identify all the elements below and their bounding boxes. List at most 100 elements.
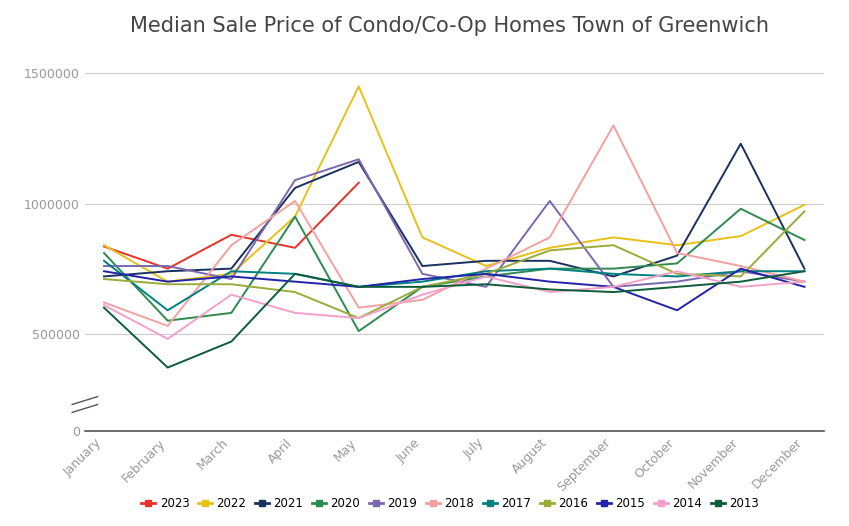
2018 — [290, 198, 300, 204]
2022 — [672, 242, 682, 248]
2021 — [799, 266, 809, 272]
Line: 2023: 2023 — [104, 183, 358, 269]
2021 — [672, 252, 682, 259]
2015 — [481, 271, 491, 277]
2015 — [672, 307, 682, 313]
2014 — [799, 278, 809, 285]
2018 — [735, 263, 745, 269]
2021 — [545, 258, 555, 264]
2019 — [481, 284, 491, 290]
2019 — [226, 276, 236, 282]
2022 — [353, 83, 363, 89]
Line: 2015: 2015 — [104, 269, 804, 310]
2020 — [353, 328, 363, 334]
2016 — [353, 315, 363, 321]
2013 — [226, 338, 236, 345]
2017 — [353, 284, 363, 290]
2015 — [735, 266, 745, 272]
2019 — [290, 177, 300, 183]
2018 — [226, 242, 236, 248]
Line: 2014: 2014 — [104, 271, 804, 339]
2015 — [290, 278, 300, 285]
2021 — [226, 266, 236, 272]
2016 — [290, 289, 300, 295]
2017 — [799, 268, 809, 275]
2020 — [545, 266, 555, 272]
2014 — [98, 302, 109, 308]
2013 — [353, 284, 363, 290]
2017 — [608, 271, 618, 277]
2017 — [481, 268, 491, 275]
2022 — [545, 245, 555, 251]
2023 — [353, 179, 363, 186]
2019 — [735, 268, 745, 275]
2014 — [417, 291, 427, 298]
2022 — [417, 234, 427, 240]
2018 — [353, 305, 363, 311]
2017 — [672, 274, 682, 280]
2022 — [290, 214, 300, 220]
2015 — [417, 276, 427, 282]
2022 — [226, 271, 236, 277]
2021 — [608, 274, 618, 280]
Line: 2013: 2013 — [104, 271, 804, 368]
2023 — [98, 244, 109, 250]
2015 — [98, 268, 109, 275]
2021 — [290, 185, 300, 191]
2014 — [481, 274, 491, 280]
2013 — [290, 271, 300, 277]
2018 — [545, 234, 555, 240]
2016 — [481, 271, 491, 277]
2013 — [417, 284, 427, 290]
2022 — [162, 278, 172, 285]
2017 — [417, 278, 427, 285]
2016 — [608, 242, 618, 248]
2022 — [735, 233, 745, 239]
2021 — [98, 274, 109, 280]
2017 — [545, 266, 555, 272]
2014 — [290, 310, 300, 316]
2018 — [672, 250, 682, 256]
2019 — [98, 263, 109, 269]
2016 — [672, 271, 682, 277]
2019 — [545, 198, 555, 204]
2013 — [98, 305, 109, 311]
2022 — [481, 263, 491, 269]
2014 — [353, 315, 363, 321]
2014 — [545, 289, 555, 295]
2017 — [98, 258, 109, 264]
2022 — [799, 201, 809, 208]
2014 — [735, 284, 745, 290]
Line: 2018: 2018 — [104, 125, 804, 326]
2020 — [608, 266, 618, 272]
2014 — [608, 284, 618, 290]
2019 — [353, 156, 363, 163]
2014 — [226, 291, 236, 298]
2015 — [799, 284, 809, 290]
2013 — [481, 281, 491, 287]
2013 — [672, 284, 682, 290]
2023 — [226, 231, 236, 238]
2016 — [98, 276, 109, 282]
2018 — [608, 122, 618, 128]
2017 — [290, 271, 300, 277]
2015 — [226, 274, 236, 280]
2020 — [417, 284, 427, 290]
2015 — [162, 278, 172, 285]
2023 — [290, 245, 300, 251]
2013 — [162, 365, 172, 371]
2015 — [608, 284, 618, 290]
2018 — [799, 278, 809, 285]
Line: 2017: 2017 — [104, 261, 804, 310]
2013 — [735, 278, 745, 285]
2013 — [545, 286, 555, 292]
2020 — [481, 274, 491, 280]
2020 — [226, 310, 236, 316]
2016 — [799, 208, 809, 215]
2019 — [417, 271, 427, 277]
2021 — [735, 140, 745, 147]
2021 — [417, 263, 427, 269]
2017 — [162, 307, 172, 313]
2018 — [481, 266, 491, 272]
2022 — [608, 234, 618, 240]
